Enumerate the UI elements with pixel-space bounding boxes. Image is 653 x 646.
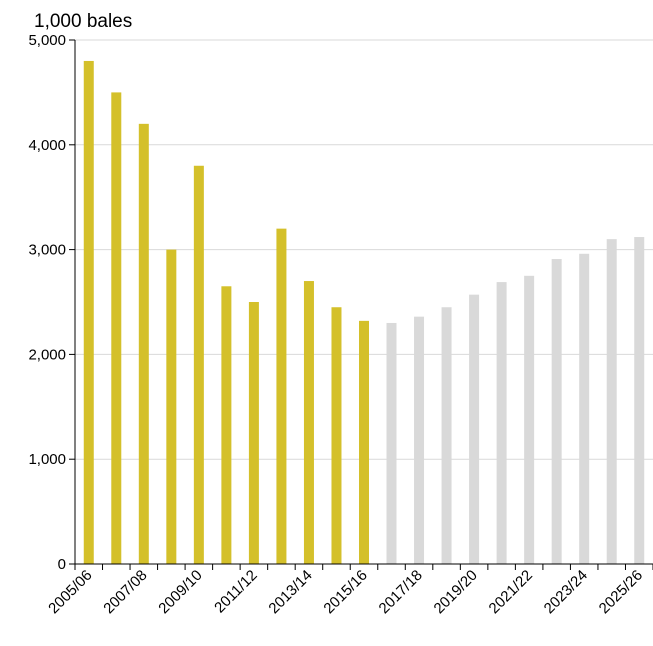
bar: [166, 249, 177, 564]
y-axis-title: 1,000 bales: [34, 11, 132, 32]
bar: [579, 253, 590, 565]
bar: [524, 275, 535, 564]
bar: [441, 307, 452, 564]
y-tick-label: 3,000: [28, 242, 66, 259]
bar: [303, 281, 314, 564]
bar: [83, 60, 94, 565]
bar: [111, 92, 122, 565]
y-tick-label: 5,000: [28, 32, 66, 49]
x-tick-label: 2009/10: [155, 567, 205, 617]
x-tick-label: 2021/22: [486, 567, 536, 617]
x-tick-label: 2005/06: [45, 567, 95, 617]
bar: [414, 316, 425, 564]
y-tick-label: 0: [58, 556, 66, 573]
bar: [248, 302, 259, 564]
bar: [276, 228, 287, 564]
bar: [386, 322, 397, 564]
x-tick-label: 2019/20: [431, 567, 481, 617]
bar: [138, 123, 149, 564]
y-tick-label: 2,000: [28, 346, 66, 363]
x-tick-label: 2013/14: [265, 567, 315, 617]
bar: [606, 239, 617, 564]
x-tick-label: 2007/08: [100, 567, 150, 617]
bars: [83, 60, 645, 565]
bar: [221, 286, 232, 564]
x-tick-label: 2015/16: [320, 567, 370, 617]
x-tick-label: 2023/24: [541, 567, 591, 617]
bar: [634, 237, 645, 565]
y-tick-label: 4,000: [28, 137, 66, 154]
bar: [496, 282, 507, 564]
bar: [193, 165, 204, 564]
bar: [551, 259, 562, 564]
x-tick-label: 2025/26: [596, 567, 646, 617]
bar: [359, 320, 369, 564]
x-tick-label: 2017/18: [376, 567, 426, 617]
y-tick-label: 1,000: [28, 451, 66, 468]
bar: [331, 307, 342, 564]
x-tick-label: 2011/12: [211, 567, 261, 617]
bar: [469, 294, 480, 564]
